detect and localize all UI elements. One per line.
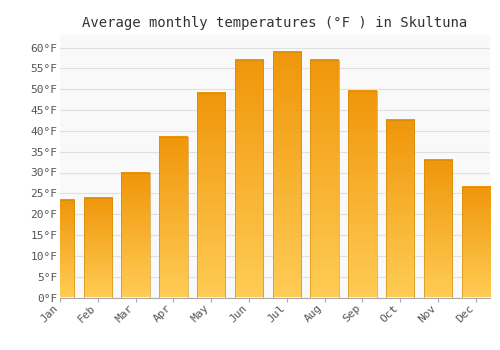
Bar xyxy=(424,160,452,298)
Bar xyxy=(159,137,188,298)
Bar xyxy=(424,160,452,298)
Bar xyxy=(462,187,490,298)
Bar xyxy=(272,52,301,298)
Bar xyxy=(272,52,301,298)
Bar xyxy=(122,173,150,298)
Bar xyxy=(197,93,226,298)
Bar xyxy=(46,199,74,298)
Bar xyxy=(84,197,112,298)
Title: Average monthly temperatures (°F ) in Skultuna: Average monthly temperatures (°F ) in Sk… xyxy=(82,16,468,30)
Bar xyxy=(46,199,74,298)
Bar xyxy=(84,197,112,298)
Bar xyxy=(235,60,263,298)
Bar xyxy=(235,60,263,298)
Bar xyxy=(386,120,414,298)
Bar xyxy=(348,91,376,298)
Bar xyxy=(159,137,188,298)
Bar xyxy=(310,60,339,298)
Bar xyxy=(122,173,150,298)
Bar xyxy=(197,93,226,298)
Bar xyxy=(386,120,414,298)
Bar xyxy=(462,187,490,298)
Bar xyxy=(348,91,376,298)
Bar xyxy=(310,60,339,298)
